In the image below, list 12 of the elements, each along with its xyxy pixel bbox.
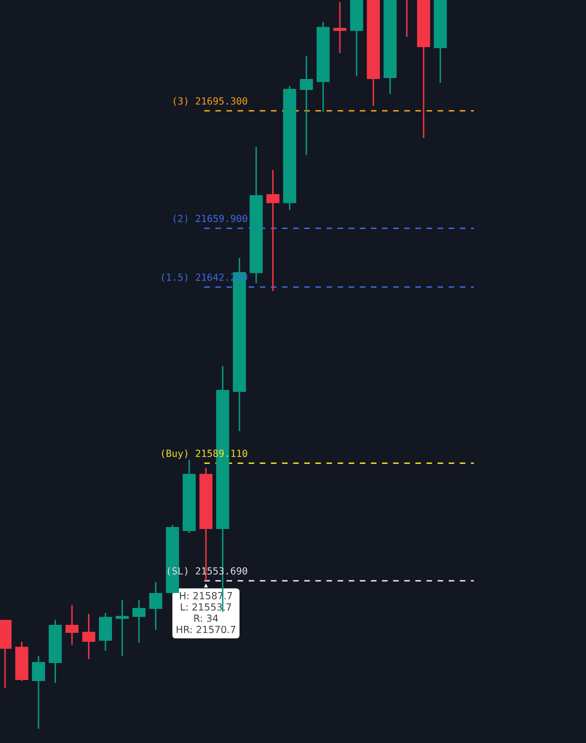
candlestick [132,599,146,644]
candlestick [32,655,46,730]
candlestick [149,581,162,631]
ref-line-label: (3) 21695.300 [174,97,248,106]
candlestick [300,55,313,156]
candlestick [98,612,112,652]
candlestick [333,1,346,54]
candlestick [82,613,96,660]
candlestick [116,599,129,657]
candlestick [65,604,79,646]
candlestick [266,169,280,292]
ref-line-label: (2) 21659.900 [174,214,248,224]
